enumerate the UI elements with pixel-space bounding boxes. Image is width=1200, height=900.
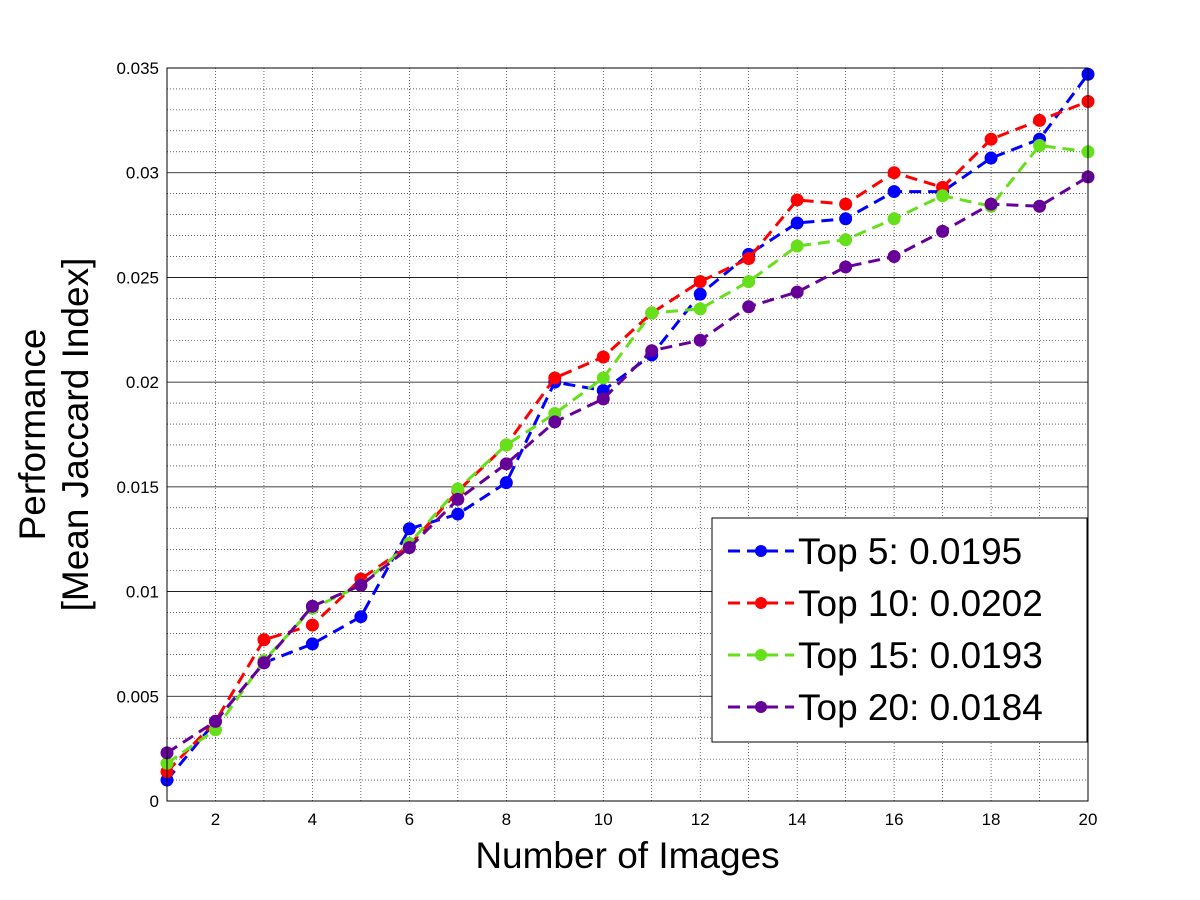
y-tick-label: 0 [150,792,159,811]
data-point [693,302,707,316]
data-point [936,189,950,203]
y-tick-label: 0.035 [116,59,159,78]
y-axis-label-line1: Performance [12,329,53,541]
data-point [693,275,707,289]
data-point [451,507,465,521]
data-point [499,476,513,490]
data-point [548,371,562,385]
x-axis-label: Number of Images [475,835,779,876]
data-point [402,522,416,536]
data-point [1033,199,1047,213]
data-point [257,656,271,670]
x-tick-label: 6 [405,810,414,829]
series-lines [160,67,1095,787]
data-point [499,457,513,471]
data-point [839,260,853,274]
data-point [305,599,319,613]
x-tick-label: 8 [502,810,511,829]
y-tick-label: 0.005 [116,687,159,706]
data-point [790,239,804,253]
legend-label: Top 5: 0.0195 [798,531,1022,572]
x-tick-label: 16 [885,810,904,829]
y-tick-label: 0.025 [116,268,159,287]
data-point [354,578,368,592]
legend-marker [755,701,767,713]
y-axis-ticks: 0 0.005 0.01 0.015 0.02 0.025 0.03 0.035 [116,59,159,811]
legend-item: Top 5: 0.0195 [728,531,1022,572]
data-point [839,197,853,211]
data-point [596,371,610,385]
y-axis-label-line2: [Mean Jaccard Index] [55,258,96,612]
series-4 [160,170,1095,760]
data-point [984,197,998,211]
data-point [1033,138,1047,152]
data-point [742,300,756,314]
data-point [984,132,998,146]
data-point [887,212,901,226]
legend-item: Top 10: 0.0202 [728,583,1043,624]
legend-marker [755,545,767,557]
series-line [165,100,1089,773]
x-tick-label: 18 [982,810,1001,829]
data-point [693,333,707,347]
data-point [402,541,416,555]
legend-label: Top 15: 0.0193 [798,635,1043,676]
data-point [548,415,562,429]
data-point [596,350,610,364]
data-point [693,287,707,301]
legend-marker [755,597,767,609]
legend-item: Top 15: 0.0193 [728,635,1043,676]
series-2 [160,95,1095,779]
data-point [596,392,610,406]
data-point [645,344,659,358]
data-point [742,275,756,289]
data-point [645,306,659,320]
series-line [166,143,1089,765]
legend-label: Top 20: 0.0184 [798,687,1043,728]
data-point [257,633,271,647]
data-point [790,193,804,207]
y-axis-label: Performance [Mean Jaccard Index] [12,258,96,612]
legend: Top 5: 0.0195 Top 10: 0.0202 Top 15: 0.019… [711,517,1088,743]
y-tick-label: 0.01 [126,583,159,602]
data-point [887,166,901,180]
x-tick-label: 14 [788,810,807,829]
x-axis-ticks: 2 4 6 8 10 12 14 16 18 20 [211,810,1098,829]
data-point [305,618,319,632]
data-point [354,610,368,624]
y-tick-label: 0.015 [116,478,159,497]
plot-frame [166,67,1089,802]
series-line [166,175,1089,755]
x-tick-label: 4 [308,810,317,829]
data-point [936,224,950,238]
data-point [742,252,756,266]
legend-box [711,517,1088,743]
data-point [984,151,998,165]
x-tick-label: 20 [1079,810,1098,829]
x-tick-label: 10 [594,810,613,829]
data-point [839,233,853,247]
data-point [305,637,319,651]
data-point [887,249,901,263]
data-point [499,438,513,452]
series-line [165,73,1090,782]
legend-item: Top 20: 0.0184 [728,687,1043,728]
data-point [887,185,901,199]
x-tick-label: 2 [211,810,220,829]
x-tick-label: 12 [691,810,710,829]
y-tick-label: 0.02 [126,373,159,392]
data-point [790,216,804,230]
data-point [790,285,804,299]
data-point [839,212,853,226]
data-point [208,714,222,728]
y-tick-label: 0.03 [126,164,159,183]
data-point [451,492,465,506]
data-point [1033,113,1047,127]
legend-marker [755,649,767,661]
legend-label: Top 10: 0.0202 [798,583,1043,624]
